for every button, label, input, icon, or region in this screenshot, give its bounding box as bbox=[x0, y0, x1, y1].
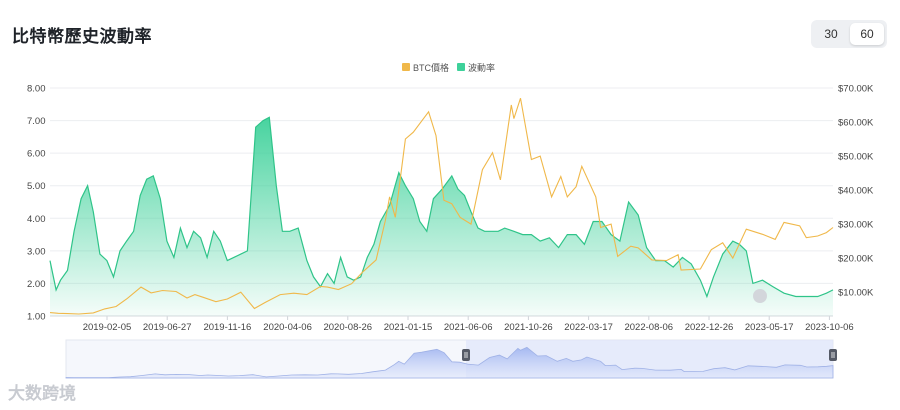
navigator-handle-1[interactable] bbox=[829, 349, 837, 361]
y-left-tick-4: 5.00 bbox=[27, 181, 46, 192]
y-right-tick-6: $70.00K bbox=[838, 84, 874, 95]
y-left-tick-7: 8.00 bbox=[27, 84, 46, 95]
series-volatility-line bbox=[49, 116, 834, 299]
x-tick-2: 2019-11-16 bbox=[203, 322, 251, 333]
legend-swatch-0 bbox=[402, 63, 410, 71]
toggle-60-button[interactable]: 60 bbox=[850, 23, 884, 45]
x-tick-6: 2021-06-06 bbox=[444, 322, 493, 333]
x-tick-10: 2022-12-26 bbox=[685, 322, 734, 333]
y-left-tick-1: 2.00 bbox=[27, 279, 46, 290]
x-tick-7: 2021-10-26 bbox=[504, 322, 553, 333]
series-volatility-area bbox=[50, 117, 833, 316]
window-toggle: 30 60 bbox=[811, 20, 887, 48]
x-tick-11: 2023-05-17 bbox=[745, 322, 794, 333]
page-title: 比特幣歷史波動率 bbox=[12, 27, 152, 46]
y-right-tick-2: $30.00K bbox=[838, 220, 874, 231]
legend-label-1: 波動率 bbox=[468, 62, 495, 73]
x-tick-12: 2023-10-06 bbox=[805, 322, 854, 333]
y-left-tick-0: 1.00 bbox=[27, 312, 46, 323]
y-left-tick-5: 6.00 bbox=[27, 149, 46, 160]
x-tick-0: 2019-02-05 bbox=[83, 322, 132, 333]
y-right-tick-5: $60.00K bbox=[838, 118, 874, 129]
y-right-tick-0: $10.00K bbox=[838, 288, 874, 299]
navigator-handle-0[interactable] bbox=[462, 349, 470, 361]
x-tick-5: 2021-01-15 bbox=[384, 322, 433, 333]
series-btc-price-line bbox=[49, 98, 834, 315]
legend-label-0: BTC價格 bbox=[413, 62, 449, 73]
x-tick-9: 2022-08-06 bbox=[624, 322, 673, 333]
x-tick-3: 2020-04-06 bbox=[263, 322, 312, 333]
toggle-30-button[interactable]: 30 bbox=[824, 27, 838, 41]
y-left-tick-6: 7.00 bbox=[27, 116, 46, 127]
watermark-text: 大数跨境 bbox=[8, 384, 76, 403]
y-right-tick-4: $50.00K bbox=[838, 152, 874, 163]
navigator-series-area bbox=[65, 346, 834, 379]
legend-swatch-1 bbox=[457, 63, 465, 71]
y-right-tick-3: $40.00K bbox=[838, 186, 874, 197]
coinglass-logo-icon bbox=[753, 289, 767, 303]
x-tick-8: 2022-03-17 bbox=[564, 322, 613, 333]
y-left-tick-2: 3.00 bbox=[27, 246, 46, 257]
y-left-tick-3: 4.00 bbox=[27, 214, 46, 225]
y-right-tick-1: $20.00K bbox=[838, 254, 874, 265]
x-tick-1: 2019-06-27 bbox=[143, 322, 192, 333]
x-tick-4: 2020-08-26 bbox=[323, 322, 372, 333]
